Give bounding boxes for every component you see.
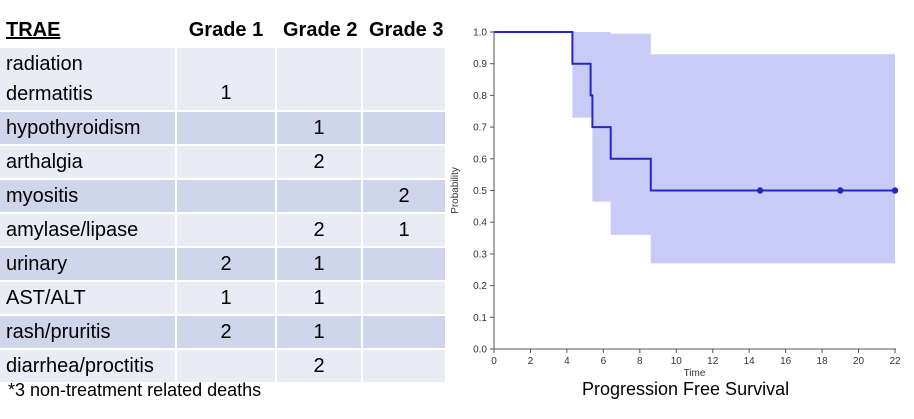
y-tick-label: 0.6 — [473, 154, 487, 165]
grade-2-cell: 1 — [276, 315, 363, 350]
grade-1-cell: 2 — [176, 247, 277, 282]
x-tick-label: 16 — [780, 356, 792, 367]
grade-3-cell — [362, 281, 447, 316]
grade-1-cell: 1 — [176, 47, 277, 112]
grade-3-cell — [362, 247, 447, 282]
grade-1-cell — [176, 111, 277, 146]
grade-2-cell: 2 — [276, 349, 363, 384]
x-tick-label: 12 — [707, 356, 719, 367]
grade-2-cell: 1 — [276, 247, 363, 282]
table-row: rash/pruritis 2 1 — [0, 315, 447, 350]
y-tick-label: 0.1 — [473, 313, 487, 324]
censor-marker — [891, 187, 899, 194]
grade-3-cell — [362, 47, 447, 112]
grade-3-cell: 2 — [362, 179, 447, 214]
grade-1-cell: 1 — [176, 281, 277, 316]
grade-2-cell: 2 — [276, 213, 363, 248]
grade-1-cell — [176, 145, 277, 180]
x-tick-label: 18 — [817, 356, 829, 367]
table-row: urinary 2 1 — [0, 247, 447, 282]
table-row: radiation dermatitis 1 — [0, 47, 447, 112]
chart-title: Progression Free Survival — [582, 379, 790, 399]
y-tick-label: 0.9 — [473, 59, 487, 70]
table-row: arthalgia 2 — [0, 145, 447, 180]
y-tick-label: 0.5 — [473, 186, 487, 197]
grade-3-cell — [362, 145, 447, 180]
x-tick-label: 20 — [853, 356, 865, 367]
grade-2-cell — [276, 47, 363, 112]
y-tick-label: 0.2 — [473, 281, 487, 292]
event-cell: AST/ALT — [0, 281, 177, 316]
header-grade-3: Grade 3 — [362, 14, 447, 48]
grade-2-cell: 2 — [276, 145, 363, 180]
event-cell: amylase/lipase — [0, 213, 177, 248]
y-tick-label: 0.0 — [473, 345, 487, 356]
km-chart: 0.0 0.1 0.2 0.3 0.4 0.5 0.6 0.7 0.8 0.9 1.0 0 2 4 6 8 10… — [450, 28, 901, 379]
table-row: diarrhea/proctitis 2 — [0, 349, 447, 384]
x-tick-label: 6 — [601, 356, 607, 367]
table-row: amylase/lipase 2 1 — [0, 213, 447, 248]
grade-1-cell — [176, 179, 277, 214]
grade-1-cell — [176, 213, 277, 248]
grade-3-cell — [362, 111, 447, 146]
event-cell: arthalgia — [0, 145, 177, 180]
table-row: AST/ALT 1 1 — [0, 281, 447, 316]
y-tick-label: 0.8 — [473, 91, 487, 102]
grade-3-cell — [362, 349, 447, 384]
x-tick-label: 0 — [491, 356, 497, 367]
table-header-row: TRAE Grade 1 Grade 2 Grade 3 — [0, 14, 447, 48]
x-tick-label: 22 — [889, 356, 901, 367]
x-tick-label: 2 — [528, 356, 534, 367]
header-grade-2: Grade 2 — [276, 14, 363, 48]
grade-3-cell — [362, 315, 447, 350]
header-trae: TRAE — [0, 14, 177, 48]
event-cell: myositis — [0, 179, 177, 214]
event-cell: urinary — [0, 247, 177, 282]
grade-1-cell: 2 — [176, 315, 277, 350]
y-tick-label: 0.3 — [473, 249, 487, 260]
footnote: *3 non-treatment related deaths — [8, 380, 262, 400]
censor-marker — [756, 187, 764, 194]
y-tick-label: 1.0 — [473, 28, 487, 39]
y-axis-label: Probability — [450, 167, 461, 214]
table-row: myositis 2 — [0, 179, 447, 214]
trae-table: TRAE Grade 1 Grade 2 Grade 3 radiation d… — [0, 14, 447, 384]
grade-3-cell: 1 — [362, 213, 447, 248]
grade-1-cell — [176, 349, 277, 384]
grade-2-cell — [276, 179, 363, 214]
x-tick-label: 14 — [744, 356, 756, 367]
x-tick-label: 10 — [671, 356, 683, 367]
survival-line — [494, 31, 895, 192]
event-cell: rash/pruritis — [0, 315, 177, 350]
event-cell: diarrhea/proctitis — [0, 349, 177, 384]
table-row: hypothyroidism 1 — [0, 111, 447, 146]
censor-marker — [837, 187, 844, 194]
header-grade-1: Grade 1 — [176, 14, 277, 48]
event-cell: hypothyroidism — [0, 111, 177, 146]
y-tick-label: 0.4 — [473, 218, 487, 229]
x-tick-label: 4 — [564, 356, 570, 367]
y-tick-label: 0.7 — [473, 123, 487, 134]
event-cell: radiation dermatitis — [0, 47, 177, 112]
confidence-band — [494, 32, 895, 264]
x-axis-label: Time — [684, 368, 706, 378]
trae-table-body: radiation dermatitis 1 hypothyroidism 1 arth… — [0, 47, 447, 384]
x-tick-label: 8 — [637, 356, 643, 367]
grade-2-cell: 1 — [276, 111, 363, 146]
grade-2-cell: 1 — [276, 281, 363, 316]
